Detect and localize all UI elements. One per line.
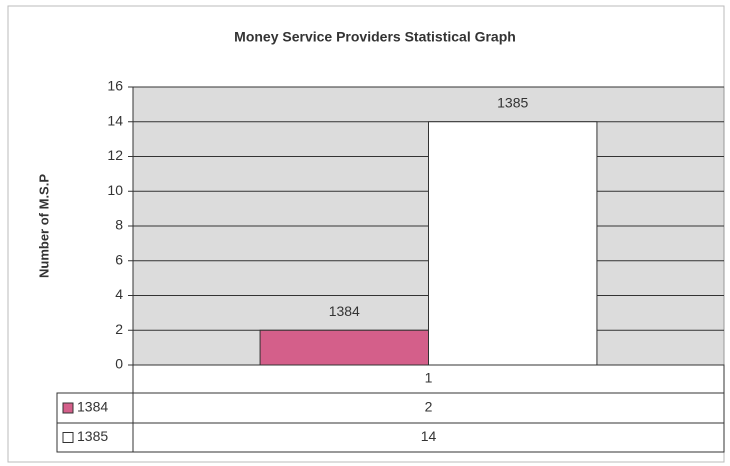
table-row-cell: [132, 392, 725, 424]
legend-label: 1384: [77, 399, 108, 415]
y-tick-label: 14: [107, 112, 123, 128]
data-label: 1385: [497, 94, 528, 110]
bar: [259, 329, 429, 366]
y-axis-label: Number of M.S.P: [36, 174, 51, 278]
chart-title: Money Service Providers Statistical Grap…: [234, 29, 516, 45]
table-header-cell: [132, 364, 725, 394]
table-value: 14: [421, 428, 437, 444]
y-tick-label: 4: [115, 286, 123, 302]
y-tick-label: 2: [115, 321, 123, 337]
legend-swatch: [62, 402, 74, 414]
table-value: 2: [425, 399, 433, 415]
table-row-cell: [132, 422, 725, 453]
legend-label: 1385: [77, 428, 108, 444]
y-tick-label: 10: [107, 182, 123, 198]
y-tick-label: 12: [107, 147, 123, 163]
y-tick-label: 6: [115, 251, 123, 267]
x-tick-label: 1: [425, 370, 433, 386]
y-tick-label: 8: [115, 217, 123, 233]
bar: [428, 121, 598, 366]
legend-swatch: [62, 432, 74, 443]
y-tick-label: 16: [107, 78, 123, 94]
y-tick-label: 0: [115, 356, 123, 372]
data-label: 1384: [329, 303, 360, 319]
